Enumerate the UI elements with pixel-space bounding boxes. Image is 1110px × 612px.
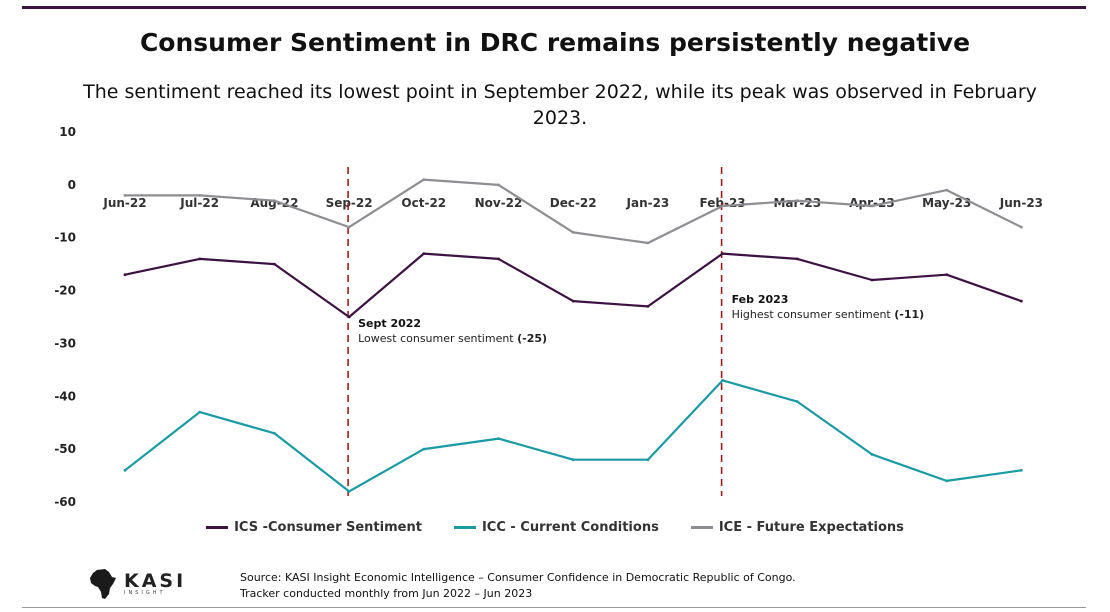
data-point [870, 204, 874, 208]
y-tick-label: -40 [54, 389, 76, 403]
data-point [945, 479, 949, 483]
data-point [273, 262, 276, 266]
data-point [1020, 468, 1023, 472]
data-point [795, 257, 799, 261]
data-point [422, 178, 426, 182]
source-note: Source: KASI Insight Economic Intelligen… [240, 570, 796, 602]
data-point [198, 410, 202, 414]
data-point [198, 194, 202, 197]
y-tick-label: -10 [54, 231, 76, 245]
y-tick-label: -20 [54, 284, 76, 298]
data-point [945, 188, 949, 192]
data-point [646, 241, 650, 245]
y-tick-label: -50 [54, 442, 76, 456]
legend-swatch-ice [690, 526, 713, 529]
kasi-logo: KASI INSIGHT [88, 566, 200, 602]
x-tick-label: Jul-22 [179, 196, 219, 210]
y-tick-label: 10 [59, 125, 76, 139]
y-tick-label: -30 [54, 336, 76, 350]
legend-label-ics: ICS -Consumer Sentiment [234, 520, 422, 535]
data-point [571, 458, 575, 462]
legend-item-icc[interactable]: ICC - Current Conditions [453, 520, 659, 535]
chart-title: Consumer Sentiment in DRC remains persis… [139, 28, 971, 57]
legend-item-ics[interactable]: ICS -Consumer Sentiment [206, 520, 422, 535]
data-point [870, 278, 874, 282]
x-tick-label: Jun-22 [102, 196, 146, 210]
data-point [347, 315, 351, 319]
data-point [273, 431, 276, 435]
data-point [721, 379, 724, 382]
data-point [795, 400, 799, 403]
annotation-title: Feb 2023 [732, 293, 789, 306]
data-point [497, 257, 500, 261]
data-point [123, 273, 127, 277]
x-tick-label: Feb-23 [700, 196, 746, 210]
annotation-text: Highest consumer sentiment (-11) [732, 308, 925, 321]
data-point [571, 299, 575, 303]
source-line-1: Source: KASI Insight Economic Intelligen… [240, 571, 796, 584]
data-point [198, 257, 202, 261]
legend-swatch-icc [453, 526, 476, 529]
data-point [422, 447, 426, 451]
data-point [422, 252, 426, 256]
chart-subtitle: The sentiment reached its lowest point i… [83, 81, 1037, 129]
x-tick-label: Oct-22 [401, 196, 446, 210]
x-tick-label: Mar-23 [773, 196, 821, 210]
x-tick-label: Sep-22 [326, 196, 373, 210]
annotation-text: Lowest consumer sentiment (-25) [358, 332, 547, 345]
data-point [721, 252, 724, 256]
bottom-rule [22, 607, 1086, 608]
x-tick-label: Dec-22 [550, 196, 597, 210]
x-tick-label: Jan-23 [626, 196, 670, 210]
series-line-2 [124, 379, 1022, 493]
top-rule [22, 6, 1086, 9]
data-point [646, 305, 650, 308]
data-point [571, 231, 575, 234]
data-point [945, 273, 949, 277]
x-tick-label: Nov-22 [475, 196, 523, 210]
data-point [497, 183, 500, 187]
data-point [123, 468, 127, 472]
logo-sub: INSIGHT [124, 590, 166, 596]
data-point [721, 204, 724, 208]
data-point [497, 437, 500, 440]
data-point [646, 458, 650, 462]
legend-label-icc: ICC - Current Conditions [481, 520, 659, 535]
y-tick-label: -60 [54, 495, 76, 509]
legend-item-ice[interactable]: ICE - Future Expectations [690, 520, 904, 535]
africa-icon [90, 569, 116, 599]
data-point [123, 194, 127, 197]
data-point [1020, 299, 1023, 303]
source-line-2: Tracker conducted monthly from Jun 2022 … [240, 587, 533, 600]
legend: ICS -Consumer Sentiment ICC - Current Co… [0, 520, 1110, 535]
data-point [795, 199, 799, 203]
annotation-title: Sept 2022 [358, 317, 421, 330]
legend-label-ice: ICE - Future Expectations [718, 520, 904, 535]
data-point [347, 225, 351, 229]
x-tick-label: Apr-23 [849, 196, 894, 210]
data-point [273, 199, 276, 203]
x-tick-label: Jun-23 [999, 196, 1043, 210]
data-point [870, 453, 874, 456]
logo-name: KASI [124, 570, 187, 592]
legend-swatch-ics [206, 526, 229, 529]
x-tick-label: May-23 [922, 196, 971, 210]
y-tick-label: 0 [68, 178, 76, 192]
data-point [1020, 225, 1023, 229]
data-point [347, 490, 351, 493]
